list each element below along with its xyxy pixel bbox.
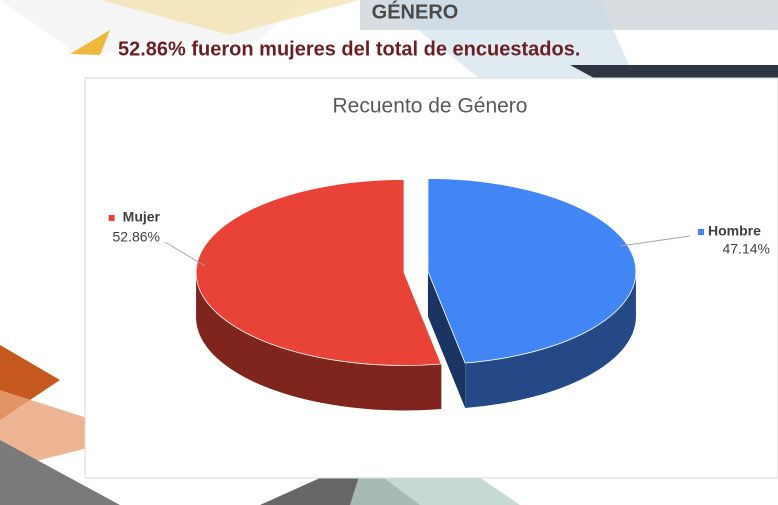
decoration: [100, 0, 360, 35]
slice-wall: [465, 271, 636, 409]
slice: [195, 179, 442, 366]
legend-marker: [698, 229, 704, 235]
value-label: 52.86%: [113, 229, 160, 245]
decoration: [0, 440, 120, 505]
leader-line: [619, 235, 691, 247]
category-label: Hombre: [708, 223, 761, 239]
chart-title: Recuento de Género: [333, 95, 528, 118]
slice-wall: [196, 272, 442, 411]
value-label: 47.14%: [723, 241, 770, 257]
legend-marker: [108, 215, 115, 221]
heading: GÉNERO: [372, 0, 459, 23]
decoration: [70, 30, 110, 55]
leader-line: [164, 241, 206, 267]
category-label: Mujer: [123, 209, 161, 225]
decoration: [0, 390, 140, 470]
slice-face: [427, 271, 466, 409]
subtitle: 52.86% fueron mujeres del total de encue…: [118, 38, 580, 60]
slice: [427, 178, 637, 364]
pie: [195, 178, 637, 411]
